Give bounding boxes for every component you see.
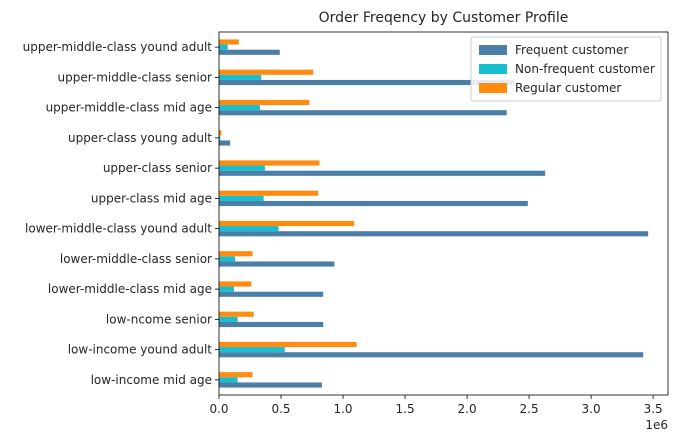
y-tick-label: lower-middle-class mid age bbox=[48, 282, 212, 296]
bar-0-5 bbox=[219, 231, 649, 237]
x-tick-label: 2.0 bbox=[458, 402, 477, 416]
bar-1-2 bbox=[219, 316, 238, 322]
y-tick-label: upper-middle-class senior bbox=[58, 70, 213, 84]
chart-title: Order Freqency by Customer Profile bbox=[319, 10, 569, 26]
bar-2-11 bbox=[219, 39, 239, 45]
bar-0-8 bbox=[219, 140, 231, 146]
bar-1-1 bbox=[219, 347, 285, 353]
x-tick-label: 1.5 bbox=[396, 402, 415, 416]
bar-2-9 bbox=[219, 99, 310, 106]
bar-0-10 bbox=[219, 79, 515, 86]
bar-2-6 bbox=[219, 190, 319, 196]
y-tick-label: upper-middle-class mid age bbox=[46, 101, 212, 115]
bar-1-7 bbox=[219, 165, 265, 171]
bar-2-4 bbox=[219, 251, 253, 257]
legend-label-0: Frequent customer bbox=[515, 43, 628, 57]
bar-2-8 bbox=[219, 130, 222, 136]
x-tick-label: 1.0 bbox=[333, 402, 352, 416]
x-scale-label: 1e6 bbox=[645, 418, 668, 432]
legend-box bbox=[470, 36, 662, 102]
bar-0-0 bbox=[219, 382, 322, 388]
bars-group bbox=[219, 39, 649, 388]
bar-2-7 bbox=[219, 160, 320, 166]
bar-1-10 bbox=[219, 74, 262, 80]
bar-1-8 bbox=[219, 135, 221, 141]
legend-swatch-0 bbox=[479, 45, 507, 55]
y-tick-label: lower-middle-class senior bbox=[60, 252, 212, 266]
bar-2-5 bbox=[219, 220, 355, 227]
y-tick-label: upper-middle-class yound adult bbox=[23, 40, 213, 54]
bar-0-1 bbox=[219, 352, 644, 358]
bar-0-7 bbox=[219, 170, 546, 176]
bar-0-6 bbox=[219, 200, 528, 207]
legend-label-2: Regular customer bbox=[515, 81, 621, 95]
legend-swatch-1 bbox=[479, 64, 507, 74]
y-tick-label: upper-class mid age bbox=[91, 191, 212, 205]
bar-2-10 bbox=[219, 69, 314, 75]
legend-label-1: Non-frequent customer bbox=[515, 62, 655, 76]
bar-1-9 bbox=[219, 105, 260, 111]
bar-2-2 bbox=[219, 311, 254, 317]
x-tick-label: 3.0 bbox=[582, 402, 601, 416]
bar-2-0 bbox=[219, 372, 253, 378]
x-tick-label: 0.0 bbox=[209, 402, 228, 416]
bar-0-3 bbox=[219, 291, 324, 297]
y-tick-label: low-income mid age bbox=[91, 373, 212, 387]
x-tick-label: 2.5 bbox=[520, 402, 539, 416]
y-tick-label: upper-class senior bbox=[103, 161, 212, 175]
bar-2-1 bbox=[219, 341, 357, 348]
bar-0-4 bbox=[219, 261, 335, 267]
bar-0-9 bbox=[219, 110, 507, 116]
x-axis: 0.0 0.5 1.0 1.5 2.0 2.5 3.0 3.5 bbox=[209, 395, 663, 416]
bar-1-3 bbox=[219, 286, 234, 292]
bar-1-5 bbox=[219, 226, 279, 232]
y-axis: low-income mid age low-income yound adult… bbox=[23, 40, 219, 387]
x-tick-label: 3.5 bbox=[644, 402, 663, 416]
bar-2-3 bbox=[219, 281, 252, 287]
legend: Frequent customer Non-frequent customer Re… bbox=[470, 36, 662, 102]
bar-1-4 bbox=[219, 256, 236, 262]
x-tick-label: 0.5 bbox=[271, 402, 290, 416]
y-tick-label: upper-class young adult bbox=[68, 131, 212, 145]
y-tick-label: low-income yound adult bbox=[68, 343, 213, 357]
y-tick-label: low-ncome senior bbox=[106, 312, 212, 326]
bar-1-11 bbox=[219, 44, 228, 50]
y-tick-label: lower-middle-class yound adult bbox=[25, 222, 212, 236]
legend-swatch-2 bbox=[479, 83, 507, 93]
bar-1-0 bbox=[219, 377, 238, 383]
bar-1-6 bbox=[219, 195, 264, 201]
plot-frame bbox=[218, 31, 669, 396]
bar-0-2 bbox=[219, 321, 324, 328]
bar-0-11 bbox=[219, 49, 280, 55]
